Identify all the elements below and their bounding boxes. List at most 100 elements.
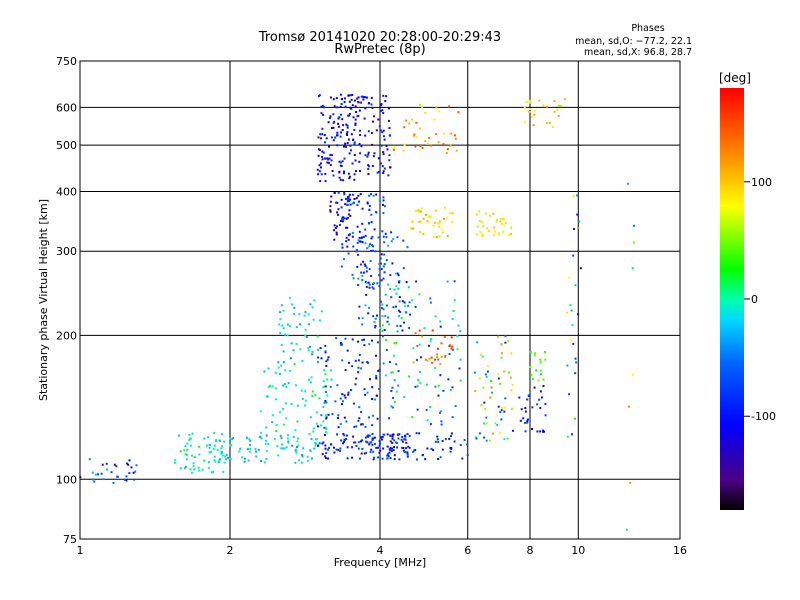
data-point bbox=[331, 170, 334, 172]
data-point bbox=[348, 114, 351, 117]
data-point bbox=[456, 335, 459, 338]
data-point bbox=[367, 130, 370, 133]
data-point bbox=[304, 328, 307, 331]
data-point bbox=[341, 160, 344, 163]
data-point bbox=[375, 354, 377, 357]
data-point bbox=[476, 225, 479, 228]
data-point bbox=[213, 459, 216, 462]
data-point bbox=[411, 221, 414, 224]
data-point bbox=[329, 153, 332, 156]
data-point bbox=[340, 103, 343, 105]
data-point bbox=[436, 438, 439, 441]
data-point bbox=[397, 274, 400, 277]
data-point bbox=[390, 240, 393, 243]
x-tick-label: 8 bbox=[527, 544, 534, 557]
data-point bbox=[284, 402, 287, 405]
data-point bbox=[412, 361, 415, 364]
data-point bbox=[370, 448, 373, 451]
data-point bbox=[348, 361, 350, 364]
data-point bbox=[366, 202, 369, 205]
data-point bbox=[335, 97, 338, 100]
data-point bbox=[421, 106, 424, 109]
data-point bbox=[495, 220, 498, 223]
data-point bbox=[283, 383, 286, 385]
data-point bbox=[381, 303, 384, 306]
data-point bbox=[498, 233, 501, 236]
data-point bbox=[317, 136, 320, 139]
data-point bbox=[391, 441, 394, 444]
data-point bbox=[393, 288, 396, 291]
data-point bbox=[427, 220, 430, 223]
data-point bbox=[373, 152, 376, 155]
data-point bbox=[271, 414, 274, 417]
data-point bbox=[491, 391, 493, 394]
data-point bbox=[358, 160, 361, 163]
data-point bbox=[397, 437, 400, 440]
data-point bbox=[307, 313, 310, 316]
data-point bbox=[526, 418, 529, 421]
data-point bbox=[461, 457, 464, 460]
data-point bbox=[265, 439, 267, 442]
data-point bbox=[308, 323, 310, 326]
data-point bbox=[311, 350, 314, 353]
data-point bbox=[426, 220, 429, 223]
data-point bbox=[401, 446, 404, 449]
data-point bbox=[343, 394, 346, 397]
data-point bbox=[260, 437, 263, 440]
data-point bbox=[369, 451, 372, 454]
data-point bbox=[278, 323, 281, 326]
data-point bbox=[522, 417, 525, 420]
data-point bbox=[125, 475, 128, 478]
data-point bbox=[260, 460, 263, 462]
data-point bbox=[408, 446, 411, 449]
data-point bbox=[361, 236, 364, 239]
data-point bbox=[100, 472, 103, 475]
data-point bbox=[330, 195, 333, 198]
data-point bbox=[371, 143, 374, 146]
data-point bbox=[382, 112, 385, 114]
data-point bbox=[439, 220, 441, 223]
data-point bbox=[354, 383, 357, 386]
data-point bbox=[488, 439, 491, 442]
data-point bbox=[340, 198, 343, 201]
data-point bbox=[387, 455, 390, 458]
data-point bbox=[301, 461, 303, 464]
data-point bbox=[356, 204, 359, 207]
data-point bbox=[382, 94, 385, 97]
data-point bbox=[574, 284, 577, 287]
data-point bbox=[510, 226, 513, 229]
data-point bbox=[380, 268, 383, 271]
data-point bbox=[362, 260, 365, 263]
data-point bbox=[301, 360, 304, 362]
data-point bbox=[346, 446, 349, 449]
data-point bbox=[545, 122, 548, 124]
data-point bbox=[325, 401, 328, 404]
data-point bbox=[408, 301, 411, 304]
data-point bbox=[404, 311, 407, 314]
data-point bbox=[632, 241, 635, 244]
data-point bbox=[388, 159, 391, 162]
data-point bbox=[326, 157, 329, 160]
data-point bbox=[346, 126, 349, 129]
data-point bbox=[336, 384, 339, 387]
data-point bbox=[327, 121, 330, 124]
data-point bbox=[371, 235, 374, 238]
data-point bbox=[378, 442, 381, 445]
data-point bbox=[294, 429, 297, 432]
data-point bbox=[333, 229, 336, 232]
data-point bbox=[395, 441, 398, 444]
data-point bbox=[450, 388, 452, 391]
data-point bbox=[418, 127, 421, 130]
data-point bbox=[91, 471, 94, 474]
data-point bbox=[354, 118, 357, 121]
data-point bbox=[308, 378, 311, 381]
data-point bbox=[255, 450, 258, 453]
data-point bbox=[449, 446, 452, 449]
data-point bbox=[324, 390, 327, 393]
data-point bbox=[343, 172, 345, 175]
data-point bbox=[361, 274, 364, 277]
data-point bbox=[397, 309, 400, 312]
data-point bbox=[379, 300, 382, 303]
data-point bbox=[327, 158, 330, 161]
data-point bbox=[364, 234, 367, 237]
